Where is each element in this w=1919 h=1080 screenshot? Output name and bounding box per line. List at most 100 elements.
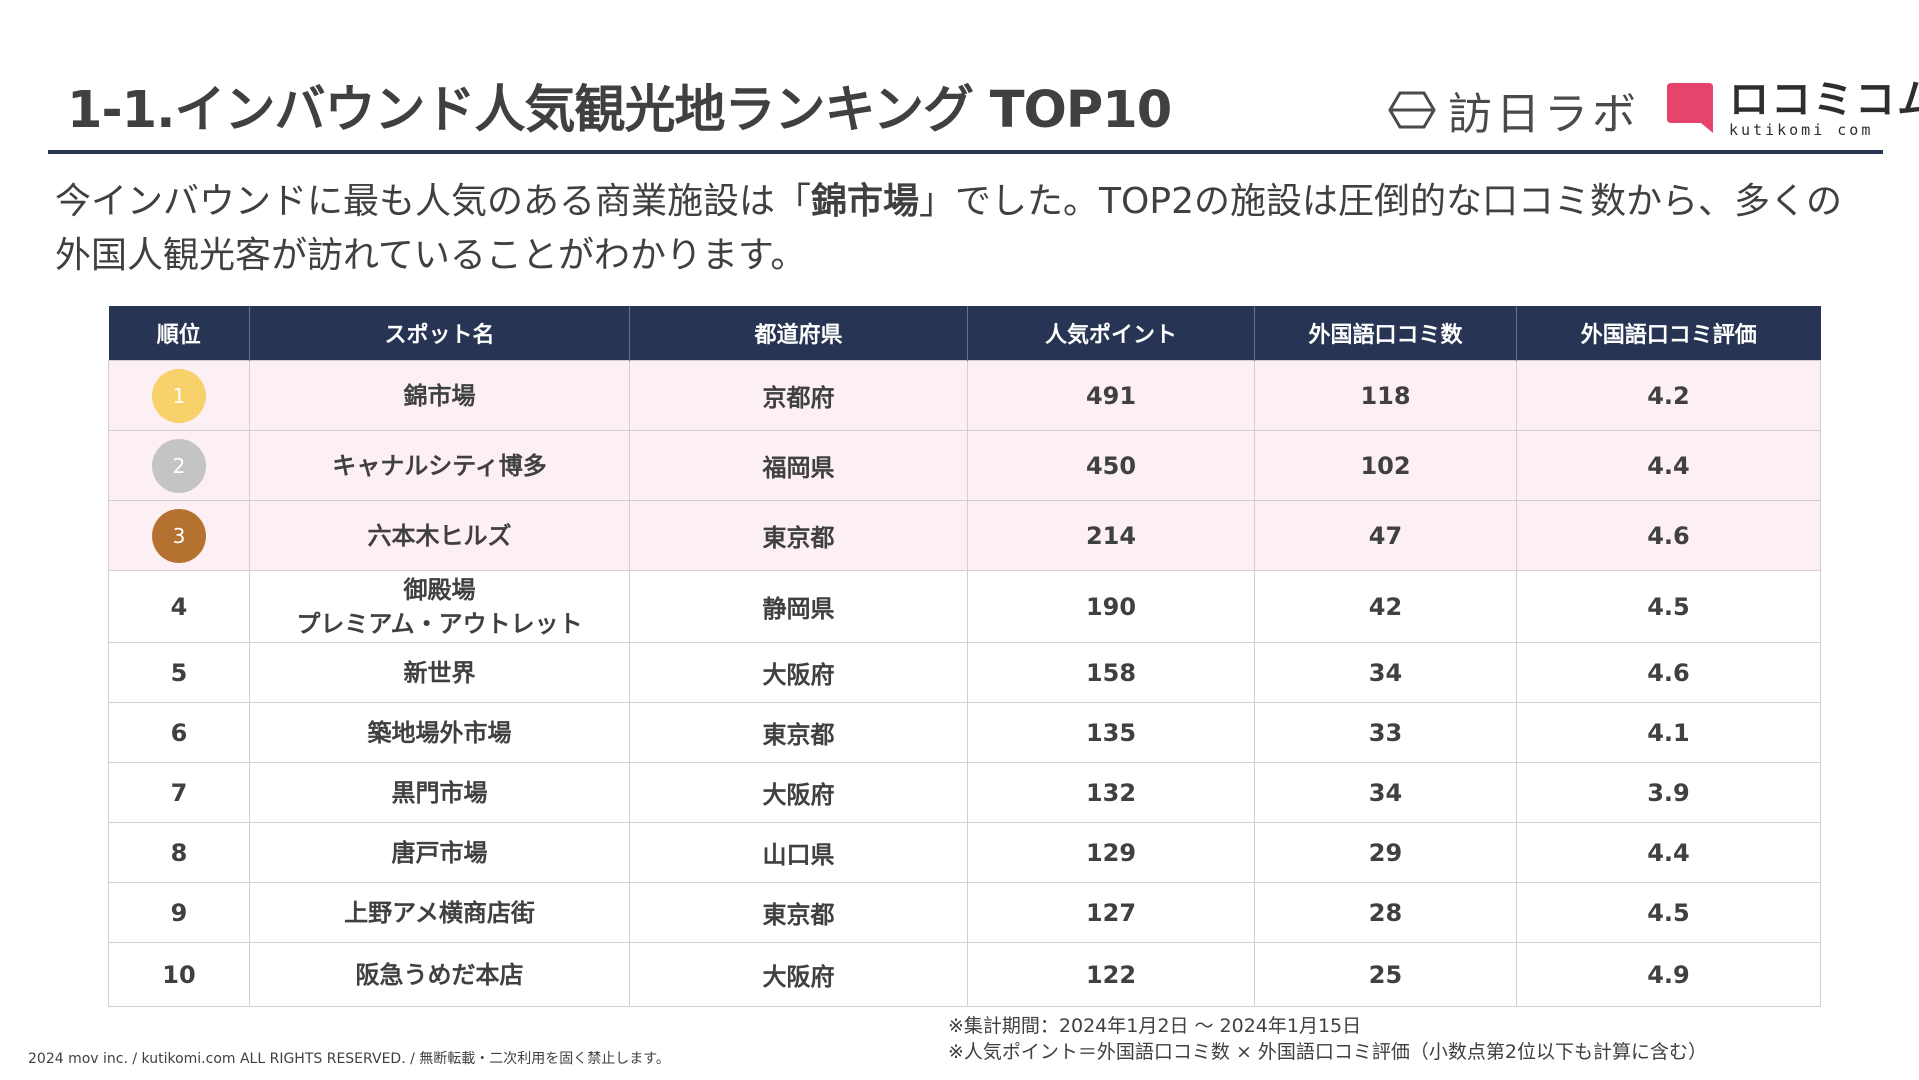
lead-paragraph: 今インバウンドに最も人気のある商業施設は「錦市場」でした。TOP2の施設は圧倒的…	[55, 175, 1875, 283]
table-row: 8 唐戸市場 山口県 129 29 4.4	[108, 822, 1821, 883]
cell-reviews: 118	[1254, 360, 1517, 431]
cell-points: 127	[967, 882, 1255, 943]
cell-rating: 4.5	[1516, 570, 1821, 643]
table-row: 6 築地場外市場 東京都 135 33 4.1	[108, 702, 1821, 763]
bronze-medal-icon: 3	[152, 508, 206, 563]
note-formula: ※人気ポイント＝外国語口コミ数 × 外国語口コミ評価（小数点第2位以下も計算に含…	[948, 1041, 1708, 1063]
cell-rating: 4.9	[1516, 942, 1821, 1007]
cell-rating: 3.9	[1516, 762, 1821, 823]
speech-bubble-icon	[1667, 83, 1713, 133]
cell-prefecture: 東京都	[629, 500, 968, 571]
cell-rank: 1	[108, 360, 250, 431]
page-title: 1-1.インバウンド人気観光地ランキング TOP10	[67, 81, 1172, 140]
logo-kuti-subtext: kutikomi com	[1729, 121, 1874, 139]
cell-points: 122	[967, 942, 1255, 1007]
kutikomi-logo: ロコミコム kutikomi com	[1665, 78, 1919, 140]
cell-rating: 4.5	[1516, 882, 1821, 943]
houjin-lab-logo: 訪日ラボ	[1388, 82, 1640, 140]
notes: ※集計期間：2024年1月2日 〜 2024年1月15日 ※人気ポイント＝外国語…	[948, 1013, 1707, 1065]
header-spot: スポット名	[249, 306, 630, 361]
cell-spot: 黒門市場	[249, 762, 630, 823]
spot-name: 御殿場	[403, 575, 476, 604]
cell-rating: 4.6	[1516, 500, 1821, 571]
header-points: 人気ポイント	[967, 306, 1255, 361]
header-prefecture: 都道府県	[629, 306, 968, 361]
cell-prefecture: 福岡県	[629, 430, 968, 501]
lead-highlight: 錦市場	[811, 181, 920, 222]
header-reviews: 外国語口コミ数	[1254, 306, 1517, 361]
cell-spot: 阪急うめだ本店	[249, 942, 630, 1007]
cell-points: 190	[967, 570, 1255, 643]
table-row: 1 錦市場 京都府 491 118 4.2	[108, 360, 1821, 431]
table-row: 3 六本木ヒルズ 東京都 214 47 4.6	[108, 500, 1821, 571]
spot-name: 築地場外市場	[367, 718, 512, 747]
cell-points: 214	[967, 500, 1255, 571]
cell-rating: 4.4	[1516, 430, 1821, 501]
cell-reviews: 33	[1254, 702, 1517, 763]
spot-name: 錦市場	[403, 381, 476, 410]
spot-name: 六本木ヒルズ	[367, 521, 512, 550]
silver-medal-icon: 2	[152, 438, 206, 493]
cell-spot: 御殿場プレミアム・アウトレット	[249, 570, 630, 643]
cell-spot: 築地場外市場	[249, 702, 630, 763]
cell-prefecture: 京都府	[629, 360, 968, 431]
cell-prefecture: 静岡県	[629, 570, 968, 643]
cell-rating: 4.1	[1516, 702, 1821, 763]
header-rating: 外国語口コミ評価	[1516, 306, 1821, 361]
spot-name: 新世界	[403, 658, 476, 687]
cell-reviews: 42	[1254, 570, 1517, 643]
cell-spot: キャナルシティ博多	[249, 430, 630, 501]
table-row: 2 キャナルシティ博多 福岡県 450 102 4.4	[108, 430, 1821, 501]
spot-name: キャナルシティ博多	[332, 451, 547, 480]
table-row: 7 黒門市場 大阪府 132 34 3.9	[108, 762, 1821, 823]
cell-reviews: 47	[1254, 500, 1517, 571]
cell-reviews: 102	[1254, 430, 1517, 501]
cell-reviews: 34	[1254, 642, 1517, 703]
hexagon-logo-icon	[1388, 91, 1436, 129]
cell-prefecture: 東京都	[629, 702, 968, 763]
cell-rating: 4.4	[1516, 822, 1821, 883]
lead-text-after: 」でした。TOP2の施設は圧倒的な口コミ数から、多くの外国人観光客が訪れているこ…	[55, 181, 1842, 276]
cell-rank: 4	[108, 570, 250, 643]
cell-rank: 9	[108, 882, 250, 943]
cell-prefecture: 東京都	[629, 882, 968, 943]
cell-rating: 4.6	[1516, 642, 1821, 703]
lead-text-before: 今インバウンドに最も人気のある商業施設は「	[55, 181, 812, 222]
cell-points: 132	[967, 762, 1255, 823]
table-row: 9 上野アメ横商店街 東京都 127 28 4.5	[108, 882, 1821, 943]
cell-spot: 上野アメ横商店街	[249, 882, 630, 943]
cell-reviews: 34	[1254, 762, 1517, 823]
cell-rank: 2	[108, 430, 250, 501]
cell-rank: 7	[108, 762, 250, 823]
table-row: 10 阪急うめだ本店 大阪府 122 25 4.9	[108, 942, 1821, 1007]
cell-rank: 8	[108, 822, 250, 883]
cell-prefecture: 大阪府	[629, 762, 968, 823]
cell-points: 158	[967, 642, 1255, 703]
cell-points: 129	[967, 822, 1255, 883]
cell-reviews: 29	[1254, 822, 1517, 883]
cell-spot: 錦市場	[249, 360, 630, 431]
cell-rank: 10	[108, 942, 250, 1007]
spot-name: 黒門市場	[391, 778, 488, 807]
cell-reviews: 25	[1254, 942, 1517, 1007]
cell-rank: 3	[108, 500, 250, 571]
table-row: 5 新世界 大阪府 158 34 4.6	[108, 642, 1821, 703]
cell-points: 135	[967, 702, 1255, 763]
table-row: 4 御殿場 プレミアム・アウトレット 静岡県 190 42 4.5	[108, 570, 1821, 643]
cell-rank: 5	[108, 642, 250, 703]
cell-spot: 唐戸市場	[249, 822, 630, 883]
spot-name-line2: プレミアム・アウトレット	[296, 609, 583, 638]
logo-lab-text: 訪日ラボ	[1448, 89, 1640, 140]
cell-rank: 6	[108, 702, 250, 763]
cell-points: 450	[967, 430, 1255, 501]
cell-spot: 新世界	[249, 642, 630, 703]
spot-name: 上野アメ横商店街	[344, 898, 535, 927]
copyright-footer: 2024 mov inc. / kutikomi.com ALL RIGHTS …	[28, 1051, 670, 1067]
header-rank: 順位	[108, 306, 250, 361]
cell-spot: 六本木ヒルズ	[249, 500, 630, 571]
logo-kuti-text: ロコミコム	[1729, 77, 1919, 123]
cell-prefecture: 大阪府	[629, 942, 968, 1007]
cell-prefecture: 大阪府	[629, 642, 968, 703]
header-divider	[48, 150, 1883, 154]
ranking-table: 順位 スポット名 都道府県 人気ポイント 外国語口コミ数 外国語口コミ評価 1 錦…	[108, 306, 1821, 1007]
